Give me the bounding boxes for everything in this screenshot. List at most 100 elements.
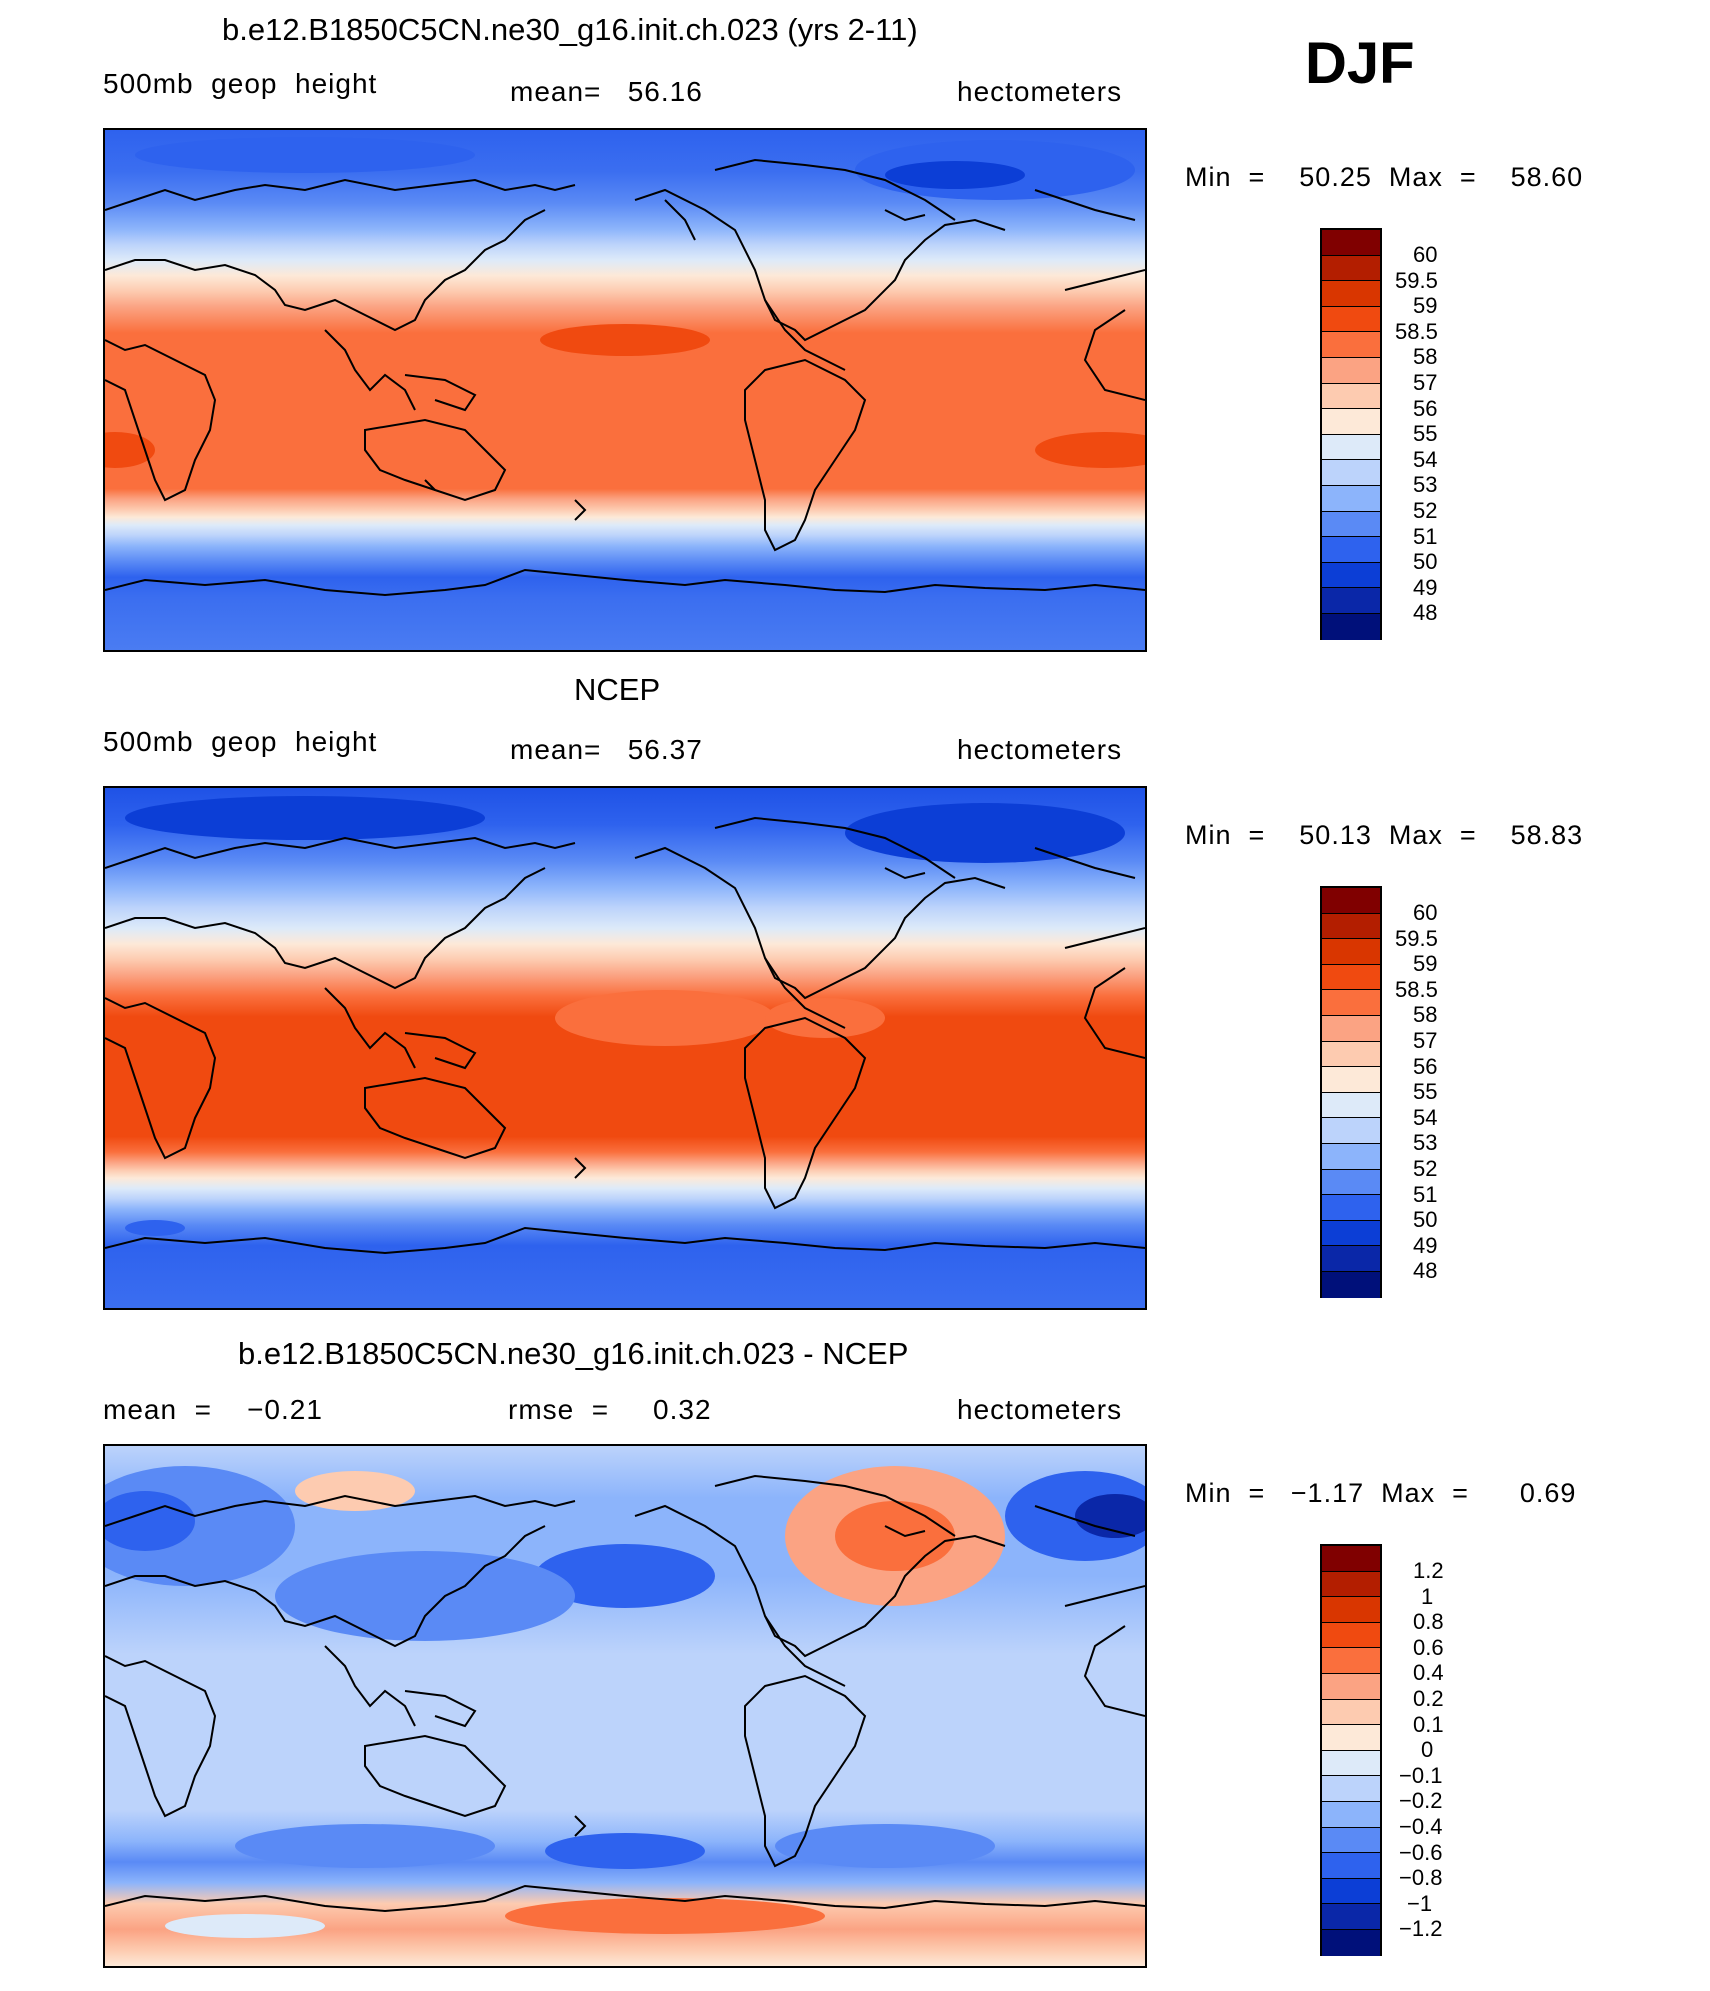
panel3-pos-namerica-core: [835, 1501, 955, 1571]
panel2-min-max: Min = 50.13 Max = 58.83: [1185, 820, 1584, 850]
colorbar-swatch: [1322, 939, 1380, 965]
colorbar-label: 56: [1413, 1053, 1438, 1079]
colorbar-label: 51: [1413, 523, 1438, 549]
panel3-min-max: Min = −1.17 Max = 0.69: [1185, 1478, 1577, 1508]
colorbar-label: 0.8: [1413, 1609, 1444, 1635]
panel3-mean-label: mean = −0.21: [103, 1394, 323, 1425]
colorbar-label: 59: [1413, 951, 1438, 977]
colorbar-swatch: [1322, 1143, 1380, 1170]
colorbar-label: 59: [1413, 293, 1438, 319]
panel3-coastlines: [105, 1474, 1145, 1913]
colorbar-swatch: [1322, 485, 1380, 512]
panel3-pos-antarctica: [505, 1898, 825, 1934]
colorbar-label: 58: [1413, 344, 1438, 370]
colorbar-label: 55: [1413, 421, 1438, 447]
colorbar-label: 0: [1421, 1737, 1434, 1763]
colorbar-swatch: [1322, 1169, 1380, 1196]
colorbar-label: 60: [1413, 900, 1438, 925]
panel2-coastlines: [105, 816, 1145, 1255]
panel3-neg-southern-indian: [235, 1824, 495, 1868]
colorbar-label: 55: [1413, 1079, 1438, 1105]
colorbar-label: 58: [1413, 1002, 1438, 1028]
colorbar-swatch: [1322, 306, 1380, 333]
colorbar-label: 0.6: [1413, 1634, 1444, 1660]
panel3-units-label: hectometers: [957, 1394, 1123, 1425]
colorbar-label: 1.2: [1413, 1558, 1444, 1583]
colorbar-label: −0.4: [1399, 1814, 1443, 1839]
colorbar-label: −1: [1407, 1890, 1433, 1916]
panel2-southern-low: [125, 1220, 185, 1236]
colorbar-swatch: [1322, 1067, 1380, 1093]
colorbar-swatch: [1322, 1801, 1380, 1828]
colorbar-label: 53: [1413, 1130, 1438, 1156]
colorbar-label: −0.6: [1399, 1839, 1443, 1865]
colorbar-label: 1: [1421, 1583, 1434, 1609]
colorbar-label: 51: [1413, 1181, 1438, 1207]
panel1-low-canada-core: [885, 161, 1025, 189]
colorbar-swatch: [1322, 1246, 1380, 1272]
colorbar-swatch: [1322, 1622, 1380, 1649]
colorbar-swatch: [1322, 409, 1380, 435]
colorbar-swatch: [1322, 1776, 1380, 1802]
colorbar-swatch: [1322, 1195, 1380, 1221]
colorbar-swatch: [1322, 588, 1380, 614]
panel2-map: [103, 786, 1147, 1310]
colorbar-label: 58.5: [1395, 318, 1438, 344]
colorbar-label: 52: [1413, 1156, 1438, 1181]
colorbar-label: −1.2: [1399, 1916, 1443, 1942]
panel1-high-atlantic: [1035, 432, 1145, 468]
panel1-colorbar: [1320, 228, 1382, 640]
colorbar-label: −0.2: [1399, 1788, 1443, 1814]
panel3-rmse-label: rmse = 0.32: [508, 1394, 712, 1425]
colorbar-swatch: [1322, 1853, 1380, 1879]
colorbar-swatch: [1322, 537, 1380, 563]
panel2-colorbar: [1320, 886, 1382, 1298]
colorbar-swatch: [1322, 613, 1380, 640]
colorbar-swatch: [1322, 383, 1380, 410]
panel2-title: NCEP: [574, 672, 661, 707]
colorbar-swatch: [1322, 1041, 1380, 1068]
panel3-neg-europe-core: [105, 1491, 195, 1551]
colorbar-label: 57: [1413, 1028, 1438, 1053]
panel1-high-pacific: [540, 324, 710, 356]
panel2-low-siberia: [125, 796, 485, 840]
colorbar-swatch: [1322, 1904, 1380, 1930]
panel3-title: b.e12.B1850C5CN.ne30_g16.init.ch.023 - N…: [238, 1336, 909, 1371]
panel2-low-canada: [845, 803, 1125, 863]
panel3-neg-asia: [275, 1551, 575, 1641]
colorbar-label: 49: [1413, 1232, 1438, 1258]
colorbar-label: 49: [1413, 574, 1438, 600]
colorbar-swatch: [1322, 332, 1380, 358]
colorbar-swatch: [1322, 1220, 1380, 1247]
panel3-colorbar: [1320, 1544, 1382, 1956]
panel1-units-label: hectometers: [957, 76, 1123, 107]
colorbar-swatch: [1322, 1750, 1380, 1777]
colorbar-label: 59.5: [1395, 925, 1438, 951]
colorbar-label: −0.1: [1399, 1762, 1443, 1788]
colorbar-swatch: [1322, 888, 1380, 914]
panel3-neg-npacific: [535, 1544, 715, 1608]
panel3-map: [103, 1444, 1147, 1968]
colorbar-swatch: [1322, 1827, 1380, 1854]
colorbar-label: 0.1: [1413, 1711, 1444, 1737]
colorbar-swatch: [1322, 1546, 1380, 1572]
colorbar-label: 0.4: [1413, 1660, 1444, 1686]
panel1-variable-label: 500mb geop height: [103, 68, 378, 99]
panel2-pacific-ridge: [555, 990, 775, 1046]
panel3-neg-southern-atlantic: [775, 1824, 995, 1868]
panel2-mean-label: mean= 56.37: [510, 734, 703, 765]
colorbar-swatch: [1322, 1015, 1380, 1042]
colorbar-swatch: [1322, 255, 1380, 282]
colorbar-swatch: [1322, 1699, 1380, 1726]
colorbar-swatch: [1322, 990, 1380, 1016]
panel1-min-max: Min = 50.25 Max = 58.60: [1185, 162, 1584, 192]
colorbar-label: 60: [1413, 242, 1438, 267]
panel3-neg-southern-pacific: [545, 1833, 705, 1869]
colorbar-swatch: [1322, 434, 1380, 461]
colorbar-label: 50: [1413, 1207, 1438, 1233]
colorbar-label: 54: [1413, 446, 1438, 472]
panel2-variable-label: 500mb geop height: [103, 726, 378, 757]
colorbar-swatch: [1322, 1648, 1380, 1674]
colorbar-swatch: [1322, 1597, 1380, 1623]
colorbar-label: 53: [1413, 472, 1438, 498]
